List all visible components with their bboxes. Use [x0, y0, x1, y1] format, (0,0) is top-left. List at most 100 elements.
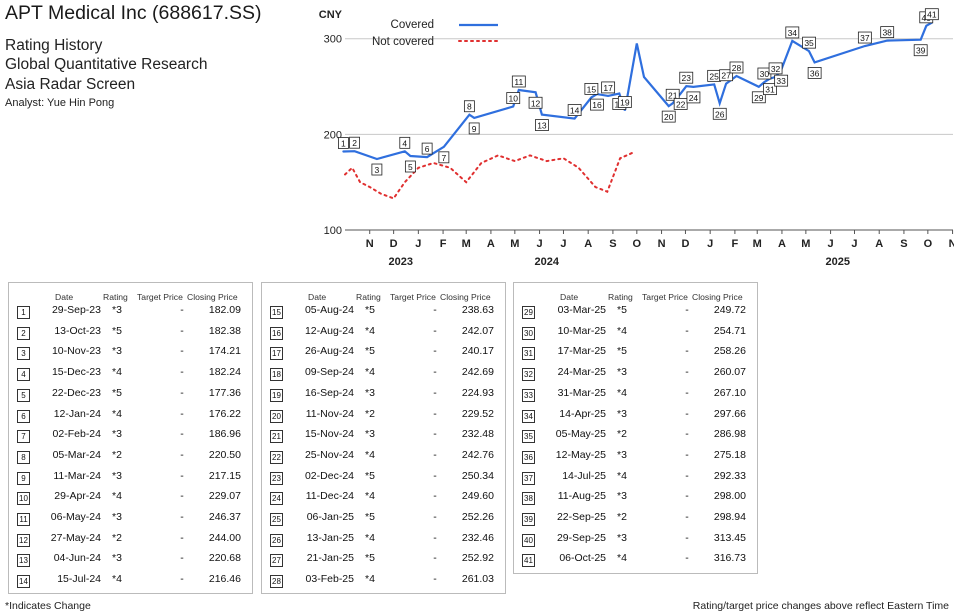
rating-marker-box: [506, 92, 521, 104]
x-tick-label: M: [753, 238, 762, 250]
table-row: 33 31-Mar-25 *4 - 267.10: [514, 387, 757, 405]
row-target-price: -: [433, 386, 437, 399]
row-target-price: -: [433, 428, 437, 441]
row-closing-price: 238.63: [461, 304, 494, 316]
row-target-price: -: [685, 469, 689, 482]
row-number: 5: [17, 388, 30, 402]
row-number: 12: [17, 533, 30, 547]
row-target-price: -: [180, 511, 184, 523]
row-number: 28: [270, 575, 283, 589]
table-row: 4 15-Dec-23 *4 - 182.24: [9, 366, 252, 384]
table-header-target-price: Target Price: [137, 292, 183, 302]
row-rating: *5: [365, 552, 375, 565]
rating-marker-box: [686, 91, 701, 104]
subtitle-research-group: Global Quantitative Research: [5, 56, 208, 73]
row-target-price: -: [180, 531, 184, 544]
covered-series-line: [342, 21, 933, 161]
x-tick-label: F: [440, 238, 447, 250]
row-number: 40: [522, 533, 535, 547]
row-date: 12-Aug-24: [304, 324, 354, 337]
row-date: 03-Mar-25: [557, 304, 606, 316]
rating-marker-box: [729, 61, 744, 74]
row-number: 37: [522, 471, 535, 485]
rating-table-3: Date Rating Target Price Closing Price 29 03-…: [513, 282, 758, 574]
table-row: 31 17-Mar-25 *5 - 258.26: [514, 345, 757, 363]
rating-marker-label: 29: [754, 93, 764, 103]
row-number: 32: [522, 368, 535, 382]
rating-marker-box: [528, 96, 543, 109]
rating-marker-box: [665, 88, 680, 101]
table-row: 14 15-Jul-24 *4 - 216.46: [9, 573, 252, 591]
footnote-change: *Indicates Change: [5, 600, 91, 612]
row-rating: *2: [617, 511, 627, 523]
table-row: 17 26-Aug-24 *5 - 240.17: [262, 345, 505, 363]
footnote-timezone: Rating/target price changes above reflec…: [692, 600, 949, 612]
row-number: 9: [17, 471, 30, 485]
price-chart: 100200300CNYNDJFMAMJJASONDJFMAMJJASONDJF…: [319, 8, 954, 268]
x-tick-label: A: [875, 238, 883, 250]
rating-marker-box: [857, 31, 872, 44]
row-date: 02-Feb-24: [52, 428, 101, 441]
row-rating: *4: [365, 366, 375, 379]
rating-marker-label: 23: [682, 73, 692, 83]
row-closing-price: 250.34: [461, 469, 494, 482]
row-date: 15-Dec-23: [51, 366, 101, 379]
row-rating: *4: [112, 490, 122, 503]
x-tick-label: J: [536, 238, 542, 250]
row-closing-price: 298.94: [713, 511, 746, 523]
row-target-price: -: [685, 531, 689, 544]
row-number: 36: [522, 450, 535, 464]
row-closing-price: 240.17: [461, 345, 494, 358]
row-target-price: -: [180, 324, 184, 337]
table-row: 32 24-Mar-25 *3 - 260.07: [514, 366, 757, 384]
table-header-target-price: Target Price: [642, 292, 688, 302]
rating-table-2: Date Rating Target Price Closing Price 15 05-…: [261, 282, 506, 594]
row-target-price: -: [180, 407, 184, 420]
row-target-price: -: [685, 428, 689, 441]
row-closing-price: 182.09: [208, 304, 241, 316]
row-number: 38: [522, 492, 535, 506]
row-number: 16: [270, 326, 283, 340]
y-tick-label: 100: [324, 225, 342, 237]
rating-marker-box: [421, 142, 433, 155]
row-date: 11-Nov-24: [305, 407, 354, 420]
row-closing-price: 260.07: [713, 366, 746, 379]
table-row: 5 22-Dec-23 *5 - 177.36: [9, 387, 252, 405]
row-rating: *4: [365, 324, 375, 337]
table-row: 19 16-Sep-24 *3 - 224.93: [262, 387, 505, 405]
rating-marker-box: [751, 91, 766, 104]
table-row: 26 13-Jan-25 *4 - 232.46: [262, 532, 505, 550]
table-row: 21 15-Nov-24 *3 - 232.48: [262, 428, 505, 446]
rating-marker-label: 24: [689, 93, 699, 103]
x-tick-label: J: [851, 238, 857, 250]
row-closing-price: 261.03: [461, 573, 494, 586]
row-date: 22-Sep-25: [556, 511, 606, 523]
table-row: 18 09-Sep-24 *4 - 242.69: [262, 366, 505, 384]
row-closing-price: 298.00: [713, 490, 746, 503]
x-tick-label: D: [681, 238, 689, 250]
row-date: 02-Dec-24: [304, 469, 354, 482]
row-rating: *5: [365, 511, 375, 523]
rating-marker-box: [590, 98, 604, 111]
table-row: 11 06-May-24 *3 - 246.37: [9, 511, 252, 529]
table-row: 36 12-May-25 *3 - 275.18: [514, 449, 757, 467]
table-row: 28 03-Feb-25 *4 - 261.03: [262, 573, 505, 591]
rating-marker-label: 26: [715, 109, 725, 119]
row-number: 7: [17, 430, 30, 444]
x-tick-label: O: [924, 238, 933, 250]
row-closing-price: 258.26: [713, 345, 746, 358]
row-target-price: -: [433, 469, 437, 482]
x-tick-label: O: [633, 238, 642, 250]
row-number: 1: [17, 306, 30, 319]
row-rating: *3: [617, 448, 627, 461]
row-rating: *4: [365, 573, 375, 586]
x-tick-label: F: [732, 238, 739, 250]
table-row: 24 11-Dec-24 *4 - 249.60: [262, 490, 505, 508]
row-rating: *3: [617, 490, 627, 503]
table-row: 1 29-Sep-23 *3 - 182.09: [9, 304, 252, 322]
row-rating: *3: [365, 428, 375, 441]
row-target-price: -: [180, 552, 184, 565]
x-tick-label: J: [560, 238, 566, 250]
x-tick-label: A: [778, 238, 786, 250]
row-rating: *5: [365, 469, 375, 482]
